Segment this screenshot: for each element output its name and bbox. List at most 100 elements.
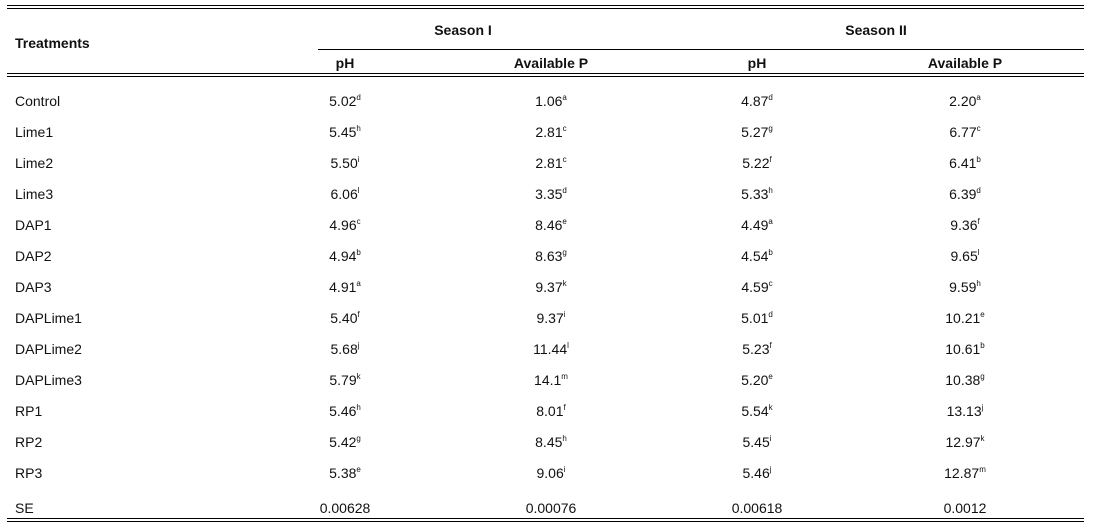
s2-available-p-cell: 10.21e [945,310,985,326]
s1-available-p-value: 9.06 [536,465,564,481]
s2-ph-significance-letter: c [768,279,773,288]
s2-ph-cell: 5.01d [741,310,773,326]
s1-ph-significance-letter: l [357,186,360,195]
s2-available-p-cell: 2.20a [949,93,981,109]
s2-available-p-value: 6.41 [949,155,977,171]
s1-ph-value: 5.42 [329,434,357,450]
s2-ph-value: 5.46 [742,465,770,481]
s1-ph-value: 5.79 [329,372,357,388]
s2-available-p-value: 13.13 [946,403,982,419]
s1-available-p-cell: 14.1m [534,372,568,388]
treatment-label: RP2 [15,434,43,450]
s2-ph-cell: 5.27g [741,124,773,140]
s2-ph-cell: 5.33h [741,186,773,202]
treatment-label: RP3 [15,465,43,481]
s1-ph-value: 5.38 [329,465,357,481]
s1-ph-cell: 5.79k [329,372,360,388]
s2-ph-significance-letter: b [768,248,773,257]
bottom-rule [7,518,1084,519]
s1-ph-significance-letter: b [356,248,361,257]
s2-available-p-value: 9.36 [950,217,978,233]
s2-available-p-significance-letter: c [976,124,981,133]
s1-available-p-significance-letter: i [563,310,566,319]
s1-available-p-cell: 9.06i [536,465,565,481]
s1-available-p-value: 1.06 [535,93,563,109]
treatment-label: DAPLime2 [15,341,82,357]
s1-available-p-significance-letter: g [562,248,567,257]
s1-available-p-cell: 8.01f [536,403,565,419]
s1-available-p-cell: 11.44l [533,341,569,357]
s1-available-p-value: 8.63 [535,248,563,264]
s2-ph-significance-letter: f [769,341,772,350]
s1-ph-value: 4.91 [329,279,357,295]
season-2-available-p-header: Available P [927,55,1003,71]
s2-available-p-significance-letter: d [976,186,981,195]
s2-available-p-significance-letter: h [976,279,981,288]
se-s2-available-p: 0.0012 [943,500,987,516]
s2-ph-cell: 5.23f [742,341,771,357]
s2-ph-significance-letter: d [768,93,773,102]
s1-ph-cell: 5.38e [329,465,361,481]
s1-ph-significance-letter: f [357,310,360,319]
s2-available-p-cell: 6.39d [949,186,981,202]
s1-available-p-significance-letter: m [561,372,568,381]
s2-ph-cell: 5.45i [742,434,771,450]
treatments-header: Treatments [15,35,90,51]
s2-ph-value: 5.20 [741,372,769,388]
s1-available-p-cell: 2.81c [535,155,566,171]
s2-available-p-value: 2.20 [949,93,977,109]
s2-available-p-significance-letter: a [976,93,981,102]
s2-ph-value: 5.22 [742,155,770,171]
s2-available-p-significance-letter: f [977,217,980,226]
s1-ph-value: 5.02 [329,93,357,109]
s2-ph-value: 5.23 [742,341,770,357]
s2-available-p-cell: 13.13j [947,403,984,419]
s1-available-p-significance-letter: a [562,93,567,102]
bottom-rule-double [7,521,1084,522]
s1-ph-significance-letter: k [356,372,361,381]
season-subheader-rule [318,49,1084,50]
treatment-label: DAPLime1 [15,310,82,326]
s1-ph-cell: 5.02d [329,93,361,109]
s2-ph-cell: 5.20e [741,372,773,388]
s1-available-p-value: 3.35 [535,186,563,202]
se-s1-available-p: 0.00076 [525,500,577,516]
se-s2-ph: 0.00618 [731,500,783,516]
s1-available-p-significance-letter: e [562,217,567,226]
s1-available-p-cell: 9.37i [536,310,565,326]
s2-available-p-value: 6.77 [949,124,977,140]
s2-ph-value: 5.33 [741,186,769,202]
s1-available-p-cell: 9.37k [535,279,566,295]
s2-available-p-significance-letter: k [980,434,985,443]
s2-available-p-significance-letter: b [976,155,981,164]
s1-ph-significance-letter: j [357,341,360,350]
s1-ph-significance-letter: h [356,403,361,412]
treatment-label: DAP2 [15,248,52,264]
s2-available-p-value: 12.97 [945,434,981,450]
s1-available-p-value: 9.37 [535,279,563,295]
s1-available-p-value: 8.46 [535,217,563,233]
treatment-label: Lime1 [15,124,54,140]
s2-ph-value: 4.54 [741,248,769,264]
s2-ph-value: 4.49 [741,217,769,233]
s1-available-p-value: 8.45 [535,434,563,450]
s2-ph-cell: 4.49a [741,217,773,233]
s1-ph-value: 5.45 [329,124,357,140]
s1-available-p-value: 2.81 [535,124,563,140]
s1-available-p-value: 2.81 [535,155,563,171]
s2-available-p-value: 10.61 [945,341,981,357]
s1-ph-cell: 6.06l [330,186,359,202]
s1-ph-value: 4.94 [329,248,357,264]
s2-available-p-value: 10.38 [945,372,981,388]
s2-ph-significance-letter: g [768,124,773,133]
s2-ph-cell: 5.22f [742,155,771,171]
s2-available-p-value: 12.87 [944,465,980,481]
s1-ph-significance-letter: e [356,465,361,474]
header-rule [7,73,1084,74]
header-rule-double [7,76,1084,77]
s1-available-p-significance-letter: f [563,403,566,412]
s1-available-p-significance-letter: c [562,124,567,133]
s1-ph-value: 6.06 [330,186,358,202]
season-2-header: Season II [845,22,907,38]
top-rule-double [7,8,1084,9]
